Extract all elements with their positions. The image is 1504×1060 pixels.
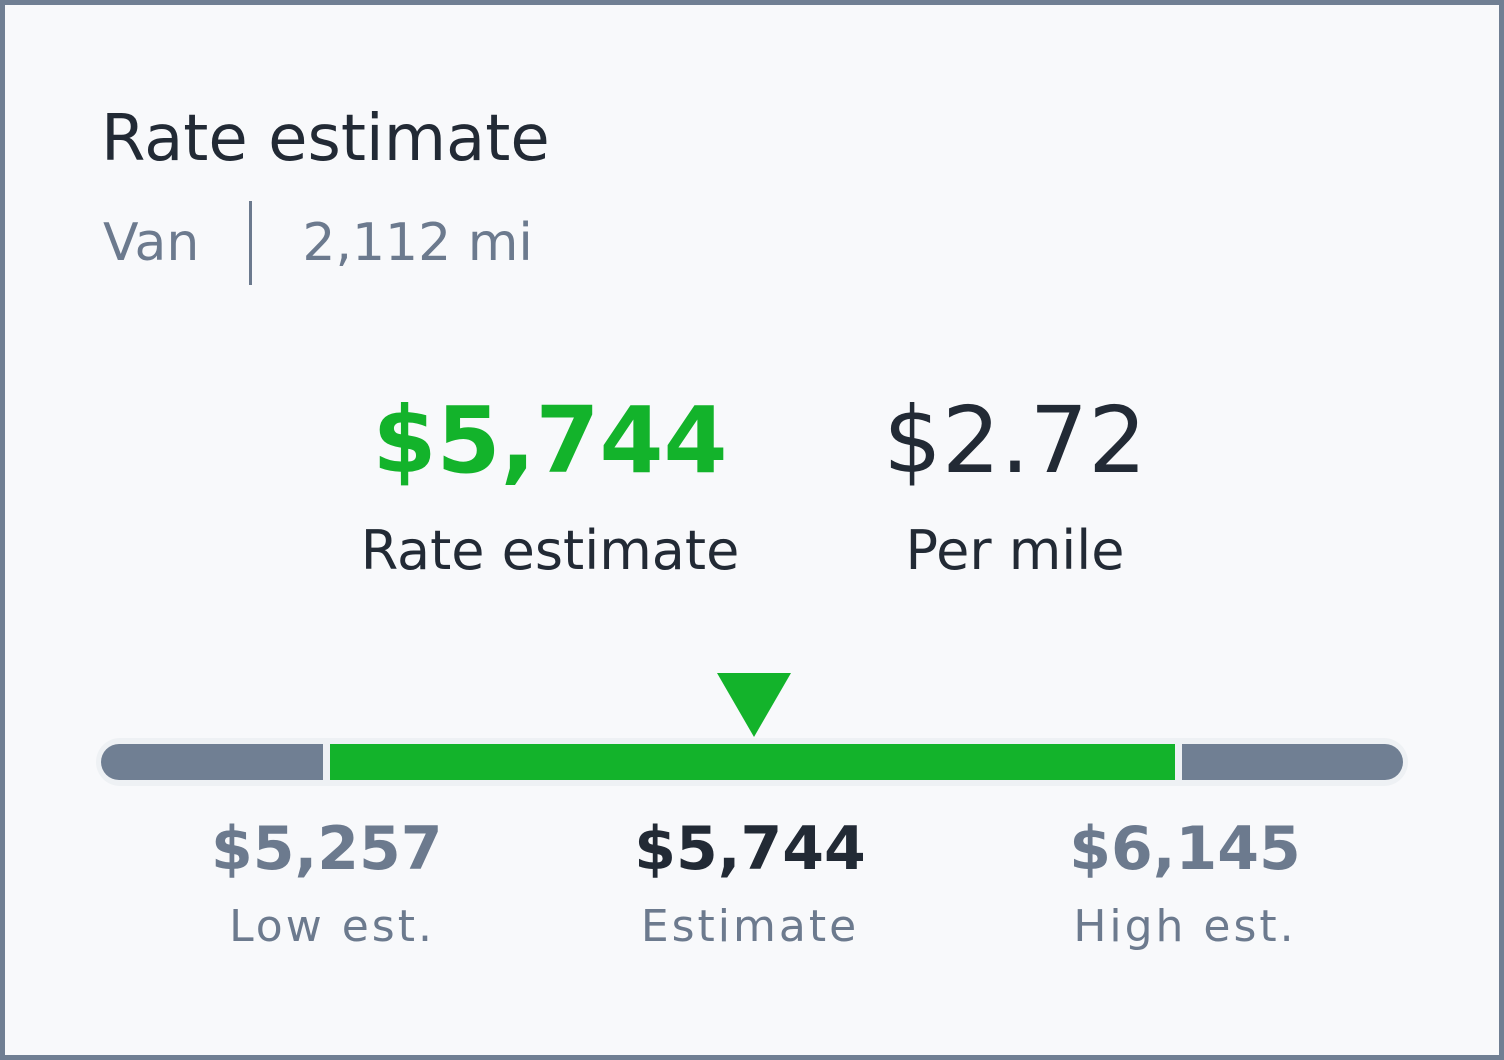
range-segment-low <box>101 744 323 780</box>
per-mile-label: Per mile <box>905 519 1125 582</box>
rate-estimate-label: Rate estimate <box>360 519 740 582</box>
rate-estimate-value: $5,744 <box>372 387 728 494</box>
estimate-label: Estimate <box>640 901 860 952</box>
range-segment-estimate <box>330 744 1175 780</box>
high-estimate-label: High est. <box>1073 901 1297 952</box>
high-estimate-value: $6,145 <box>1069 814 1301 884</box>
trip-distance: 2,112 mi <box>302 213 533 273</box>
estimate-value: $5,744 <box>634 814 866 884</box>
equipment-type: Van <box>103 213 200 273</box>
low-estimate-value: $5,257 <box>211 814 443 884</box>
high-estimate: $6,145 High est. <box>1045 815 1325 953</box>
low-estimate: $5,257 Low est. <box>195 815 455 953</box>
meta-divider <box>249 201 253 285</box>
per-mile-stat: $2.72 Per mile <box>875 391 1155 581</box>
card-title: Rate estimate <box>101 102 550 176</box>
shipment-meta: Van 2,112 mi <box>103 201 533 285</box>
per-mile-value: $2.72 <box>883 387 1147 494</box>
range-segment-high <box>1182 744 1403 780</box>
estimate: $5,744 Estimate <box>615 815 885 953</box>
low-estimate-label: Low est. <box>229 901 435 952</box>
triangle-down-icon <box>717 673 791 737</box>
rate-estimate-stat: $5,744 Rate estimate <box>345 391 755 581</box>
